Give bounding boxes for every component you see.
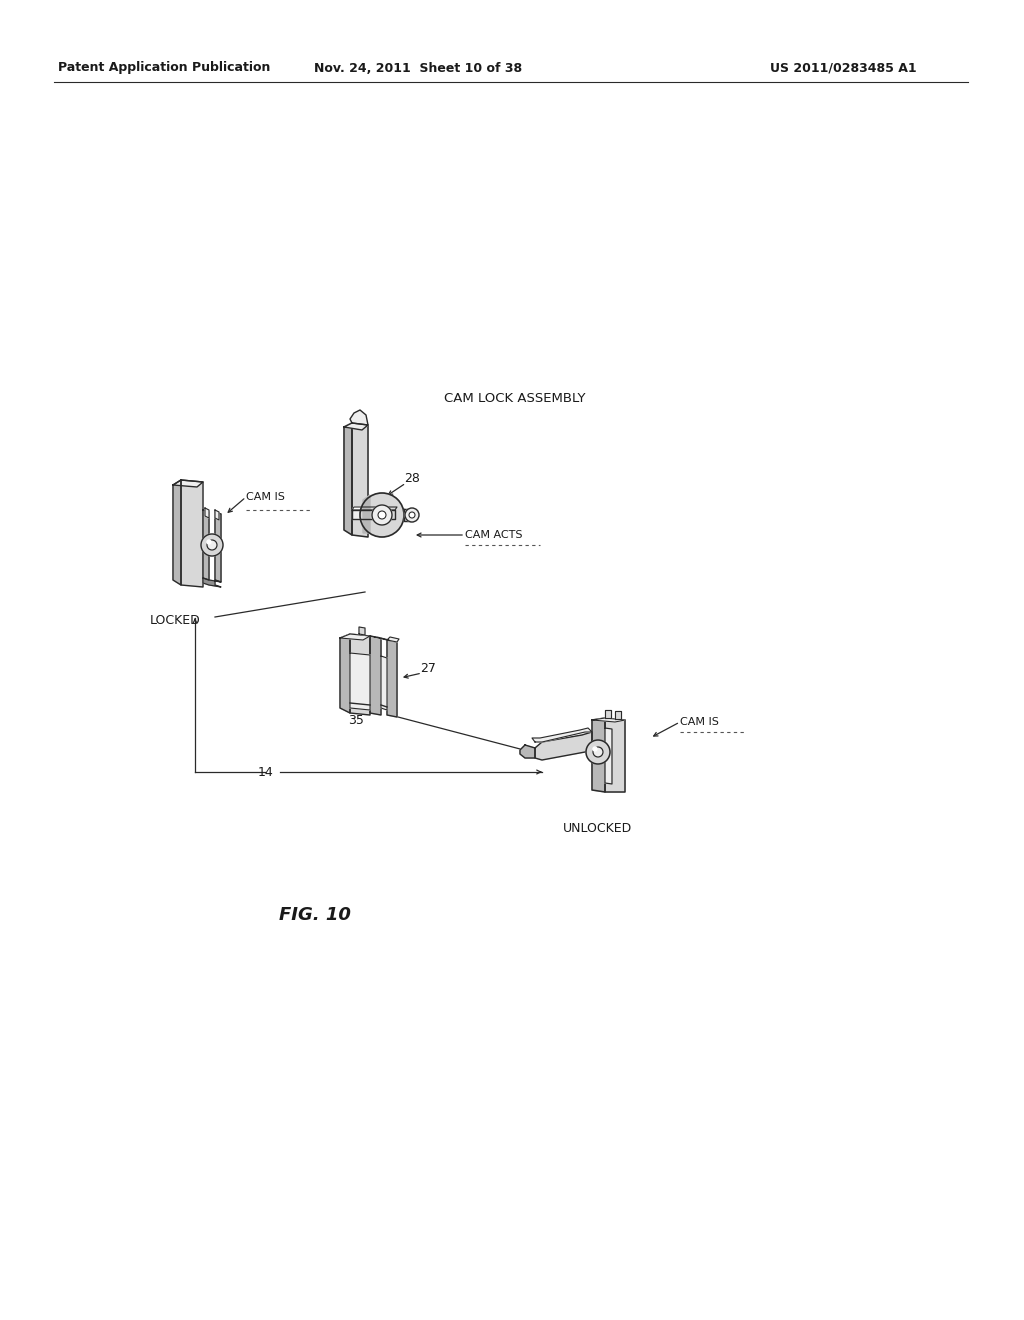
Polygon shape (173, 480, 203, 487)
Polygon shape (203, 578, 221, 587)
Polygon shape (387, 640, 397, 717)
Polygon shape (404, 510, 412, 521)
Circle shape (360, 492, 404, 537)
Polygon shape (344, 422, 352, 535)
Text: 28: 28 (404, 471, 420, 484)
Circle shape (207, 540, 217, 550)
Polygon shape (370, 636, 389, 640)
Polygon shape (605, 710, 611, 718)
Polygon shape (350, 411, 368, 425)
Polygon shape (352, 422, 368, 537)
Text: 14: 14 (258, 766, 273, 779)
Polygon shape (344, 422, 368, 430)
Text: FIG. 10: FIG. 10 (280, 906, 351, 924)
Polygon shape (370, 636, 381, 715)
Text: Nov. 24, 2011  Sheet 10 of 38: Nov. 24, 2011 Sheet 10 of 38 (314, 62, 522, 74)
Polygon shape (605, 718, 625, 792)
Polygon shape (340, 634, 370, 640)
Text: 27: 27 (420, 661, 436, 675)
Text: Patent Application Publication: Patent Application Publication (58, 62, 270, 74)
Polygon shape (350, 634, 370, 715)
Polygon shape (359, 627, 365, 635)
Circle shape (586, 741, 610, 764)
Polygon shape (352, 507, 397, 510)
Circle shape (207, 540, 211, 544)
Polygon shape (605, 729, 612, 784)
Text: CAM ACTS: CAM ACTS (465, 531, 522, 540)
Polygon shape (532, 729, 592, 742)
Polygon shape (387, 638, 399, 642)
Circle shape (406, 508, 419, 521)
Polygon shape (592, 718, 625, 722)
Circle shape (372, 506, 392, 525)
Text: CAM LOCK ASSEMBLY: CAM LOCK ASSEMBLY (444, 392, 586, 404)
Text: 35: 35 (348, 714, 364, 726)
Text: CAM IS: CAM IS (246, 492, 285, 502)
Polygon shape (352, 510, 395, 519)
Polygon shape (381, 656, 387, 710)
Polygon shape (350, 653, 370, 710)
Polygon shape (592, 718, 605, 792)
Polygon shape (203, 510, 209, 579)
Polygon shape (215, 512, 221, 582)
Polygon shape (205, 508, 209, 517)
Polygon shape (181, 480, 203, 587)
Circle shape (201, 535, 223, 556)
Text: US 2011/0283485 A1: US 2011/0283485 A1 (770, 62, 916, 74)
Circle shape (378, 511, 386, 519)
Polygon shape (340, 634, 350, 713)
Polygon shape (173, 480, 181, 585)
Circle shape (593, 747, 597, 751)
Text: UNLOCKED: UNLOCKED (563, 821, 633, 834)
Polygon shape (362, 495, 370, 533)
Text: LOCKED: LOCKED (150, 614, 201, 627)
Circle shape (409, 512, 415, 517)
Polygon shape (215, 510, 219, 520)
Polygon shape (520, 744, 535, 758)
Polygon shape (615, 711, 621, 719)
Circle shape (593, 747, 603, 756)
Polygon shape (535, 733, 592, 760)
Text: CAM IS: CAM IS (680, 717, 719, 727)
